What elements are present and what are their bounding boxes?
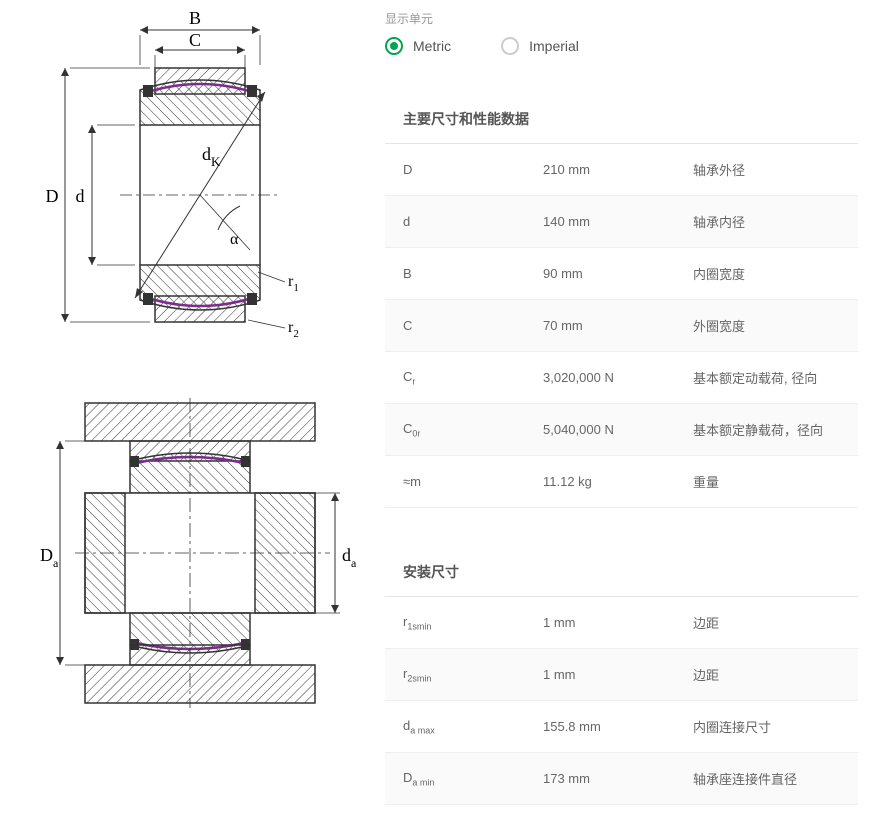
svg-text:Da: Da bbox=[40, 545, 59, 570]
row-symbol: C0r bbox=[403, 421, 543, 439]
row-symbol: B bbox=[403, 266, 543, 281]
row-description: 轴承内径 bbox=[693, 212, 840, 231]
table-row: r2smin1 mm边距 bbox=[385, 649, 858, 701]
table-row: ≈m11.12 kg重量 bbox=[385, 456, 858, 508]
row-value: 1 mm bbox=[543, 615, 693, 630]
row-symbol: Cr bbox=[403, 369, 543, 387]
row-symbol: da max bbox=[403, 718, 543, 736]
row-value: 1 mm bbox=[543, 667, 693, 682]
row-description: 轴承座连接件直径 bbox=[693, 769, 840, 788]
row-description: 重量 bbox=[693, 472, 840, 491]
unit-radio-group: Metric Imperial bbox=[385, 37, 858, 55]
table-row: C70 mm外圈宽度 bbox=[385, 300, 858, 352]
section-header-mounting: 安装尺寸 bbox=[385, 548, 858, 597]
table-row: B90 mm内圈宽度 bbox=[385, 248, 858, 300]
row-value: 90 mm bbox=[543, 266, 693, 281]
row-description: 内圈连接尺寸 bbox=[693, 717, 840, 736]
row-value: 173 mm bbox=[543, 771, 693, 786]
radio-imperial-label: Imperial bbox=[529, 38, 579, 54]
table-row: Cr3,020,000 N基本额定动载荷, 径向 bbox=[385, 352, 858, 404]
row-symbol: C bbox=[403, 318, 543, 333]
svg-text:dK: dK bbox=[202, 144, 221, 169]
table-row: D210 mm轴承外径 bbox=[385, 144, 858, 196]
unit-label: 显示单元 bbox=[385, 10, 858, 27]
dim-label-C: C bbox=[189, 30, 201, 50]
radio-metric[interactable]: Metric bbox=[385, 37, 451, 55]
row-description: 基本额定动载荷, 径向 bbox=[693, 368, 840, 387]
row-value: 5,040,000 N bbox=[543, 422, 693, 437]
section-header-main: 主要尺寸和性能数据 bbox=[385, 95, 858, 144]
table-row: Da min173 mm轴承座连接件直径 bbox=[385, 753, 858, 805]
radio-metric-label: Metric bbox=[413, 38, 451, 54]
dim-label-da: d bbox=[342, 545, 351, 565]
mounting-dimensions-table: r1smin1 mm边距r2smin1 mm边距da max155.8 mm内圈… bbox=[385, 597, 858, 805]
table-row: d140 mm轴承内径 bbox=[385, 196, 858, 248]
row-value: 140 mm bbox=[543, 214, 693, 229]
svg-text:r2: r2 bbox=[288, 319, 299, 340]
table-row: C0r5,040,000 N基本额定静载荷，径向 bbox=[385, 404, 858, 456]
dim-label-Da: D bbox=[40, 545, 53, 565]
row-symbol: ≈m bbox=[403, 474, 543, 489]
row-symbol: D bbox=[403, 162, 543, 177]
table-row: da max155.8 mm内圈连接尺寸 bbox=[385, 701, 858, 753]
row-value: 3,020,000 N bbox=[543, 370, 693, 385]
dim-label-D: D bbox=[46, 186, 59, 206]
row-description: 内圈宽度 bbox=[693, 264, 840, 283]
table-row: r1smin1 mm边距 bbox=[385, 597, 858, 649]
diagram-cross-section-bottom: Da da bbox=[30, 393, 365, 736]
diagram-cross-section-top: B C bbox=[30, 10, 365, 353]
row-value: 210 mm bbox=[543, 162, 693, 177]
row-description: 轴承外径 bbox=[693, 160, 840, 179]
main-dimensions-table: D210 mm轴承外径d140 mm轴承内径B90 mm内圈宽度C70 mm外圈… bbox=[385, 144, 858, 508]
dim-label-dK: d bbox=[202, 144, 211, 164]
radio-imperial[interactable]: Imperial bbox=[501, 37, 579, 55]
svg-text:da: da bbox=[342, 545, 357, 570]
row-symbol: Da min bbox=[403, 770, 543, 788]
dim-label-B: B bbox=[189, 10, 201, 28]
row-symbol: d bbox=[403, 214, 543, 229]
row-symbol: r1smin bbox=[403, 614, 543, 632]
svg-text:r1: r1 bbox=[288, 273, 299, 294]
row-description: 边距 bbox=[693, 665, 840, 684]
dim-label-d: d bbox=[76, 186, 85, 206]
row-value: 155.8 mm bbox=[543, 719, 693, 734]
row-description: 边距 bbox=[693, 613, 840, 632]
row-description: 基本额定静载荷，径向 bbox=[693, 420, 840, 439]
row-value: 11.12 kg bbox=[543, 474, 693, 489]
dim-label-alpha: α bbox=[230, 231, 239, 248]
radio-icon bbox=[501, 37, 519, 55]
row-value: 70 mm bbox=[543, 318, 693, 333]
radio-icon bbox=[385, 37, 403, 55]
row-symbol: r2smin bbox=[403, 666, 543, 684]
row-description: 外圈宽度 bbox=[693, 316, 840, 335]
